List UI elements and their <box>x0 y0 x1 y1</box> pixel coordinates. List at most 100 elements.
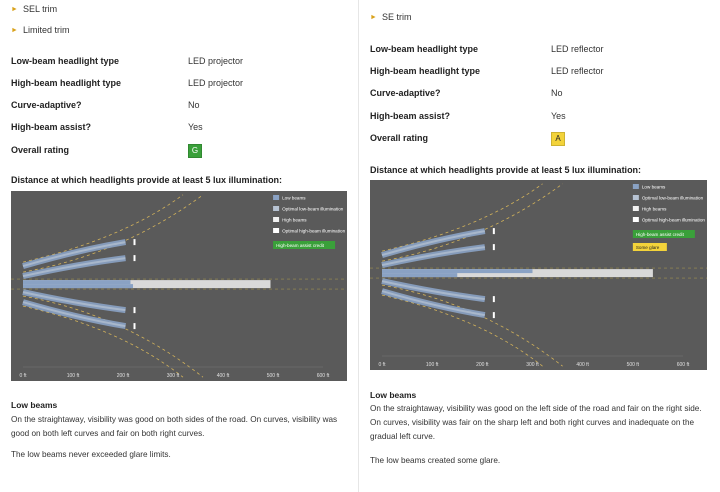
spec-value: No <box>551 88 563 98</box>
legend-swatch <box>632 195 639 200</box>
spec-label: High-beam headlight type <box>370 66 481 76</box>
curve-optimal-band <box>381 290 486 317</box>
x-tick-label: 300 ft <box>526 362 539 368</box>
description-paragraph: On the straightaway, visibility was good… <box>11 415 338 438</box>
curve-optimal-band <box>381 280 485 301</box>
trim-label: SE trim <box>381 12 412 22</box>
headlight-distance-chart: 0 ft 100 ft 200 ft 300 ft 400 ft 500 ft 600 ft… <box>370 180 707 370</box>
rating-badge: G <box>188 144 202 158</box>
spec-value: LED reflector <box>551 66 604 76</box>
trim-link-sel[interactable]: ► SEL trim <box>11 4 57 14</box>
x-tick-label: 100 ft <box>426 362 439 368</box>
x-tick-label: 500 ft <box>267 373 280 379</box>
badge-box <box>632 243 667 251</box>
curve-optimal-band <box>22 301 126 328</box>
distance-title: Distance at which headlights provide at … <box>370 165 642 175</box>
spec-label: Low-beam headlight type <box>11 56 120 66</box>
legend-label: Optimal high-beam illumination <box>642 218 706 223</box>
badge-label: High-beam assist credit <box>636 232 685 237</box>
curve-optimal-band <box>381 230 486 257</box>
headlight-distance-chart: 0 ft 100 ft 200 ft 300 ft 400 ft 500 ft 600 ft… <box>11 191 347 381</box>
spec-value: LED reflector <box>551 44 604 54</box>
rating-label: Overall rating <box>11 145 70 155</box>
x-tick-label: 600 ft <box>317 373 330 379</box>
badge-box <box>273 241 336 249</box>
spec-label: High-beam assist? <box>370 111 451 121</box>
chevron-right-icon: ► <box>370 13 377 21</box>
distance-title: Distance at which headlights provide at … <box>11 175 283 185</box>
spec-value: No <box>188 100 200 110</box>
left-vehicle-panel: ► SEL trim ► Limited trim Low-beam headl… <box>0 0 355 492</box>
trim-link-limited[interactable]: ► Limited trim <box>11 25 69 35</box>
legend-label: Optimal high-beam illumination <box>282 229 346 234</box>
curve-road-line <box>381 294 543 367</box>
legend-swatch <box>632 217 639 222</box>
x-tick-label: 600 ft <box>677 362 690 368</box>
legend-label: Low beams <box>642 185 666 190</box>
section-title: Low beams <box>11 400 58 410</box>
badge-label: Some glare <box>636 245 660 250</box>
curve-end-marker <box>133 239 136 246</box>
spec-value: Yes <box>551 111 566 121</box>
x-tick-label: 100 ft <box>67 373 80 379</box>
curve-optimal-band <box>22 291 126 312</box>
curve-road-line <box>381 284 563 367</box>
curve-road-line <box>22 194 204 273</box>
rating-label: Overall rating <box>370 133 429 143</box>
low-beam-straight-right-bar <box>23 284 133 289</box>
chart-svg: 0 ft 100 ft 200 ft 300 ft 400 ft 500 ft 600 ft… <box>370 183 707 368</box>
description-paragraph: On the straightaway, visibility was good… <box>370 404 702 441</box>
legend-swatch <box>273 217 280 222</box>
legend-swatch <box>273 228 280 233</box>
curve-road-line <box>381 183 563 262</box>
low-beam-straight-left-bar <box>23 280 131 285</box>
curve-road-line <box>381 183 543 252</box>
curve-end-marker <box>133 323 136 330</box>
x-tick-label: 300 ft <box>167 373 180 379</box>
trim-label: SEL trim <box>22 4 58 14</box>
legend-swatch <box>273 195 280 200</box>
curve-end-marker <box>133 255 136 262</box>
curve-end-marker <box>492 228 495 235</box>
curve-optimal-band <box>22 241 126 268</box>
spec-value: Yes <box>188 122 203 132</box>
legend-swatch <box>632 184 639 189</box>
high-beam-straight-bar <box>382 269 653 278</box>
low-beam-straight-right-bar <box>382 273 458 278</box>
badge-label: High-beam assist credit <box>276 243 325 248</box>
legend-label: High beams <box>282 218 307 223</box>
curve-road-line <box>22 295 204 378</box>
spec-label: Curve-adaptive? <box>370 88 441 98</box>
section-title: Low beams <box>370 390 417 400</box>
curve-end-marker <box>492 244 495 251</box>
chevron-right-icon: ► <box>11 26 18 34</box>
glare-paragraph: The low beams created some glare. <box>370 456 501 465</box>
spec-value: LED projector <box>188 56 244 66</box>
x-tick-label: 0 ft <box>379 362 387 368</box>
curve-end-marker <box>492 296 495 303</box>
legend-label: Optimal low-beam illumination <box>642 196 704 201</box>
spec-label: Curve-adaptive? <box>11 100 82 110</box>
legend-label: High beams <box>642 207 667 212</box>
high-beam-straight-bar <box>23 280 271 289</box>
curve-road-line <box>22 194 184 263</box>
chart-svg: 0 ft 100 ft 200 ft 300 ft 400 ft 500 ft 600 ft… <box>11 194 347 379</box>
curve-road-line <box>22 305 184 378</box>
spec-value: LED projector <box>188 78 244 88</box>
chevron-right-icon: ► <box>11 5 18 13</box>
legend-label: Low beams <box>282 196 306 201</box>
spec-label: High-beam headlight type <box>11 78 122 88</box>
right-vehicle-panel: ► SE trim Low-beam headlight type LED re… <box>358 0 720 492</box>
x-tick-label: 200 ft <box>476 362 489 368</box>
glare-paragraph: The low beams never exceeded glare limit… <box>11 450 171 459</box>
curve-end-marker <box>133 307 136 314</box>
legend-swatch <box>273 206 280 211</box>
spec-label: Low-beam headlight type <box>370 44 479 54</box>
curve-end-marker <box>492 312 495 319</box>
trim-link-se[interactable]: ► SE trim <box>370 12 411 22</box>
x-tick-label: 400 ft <box>576 362 589 368</box>
x-tick-label: 0 ft <box>20 373 28 379</box>
rating-badge: A <box>551 132 565 146</box>
x-tick-label: 400 ft <box>217 373 230 379</box>
low-beam-straight-left-bar <box>382 269 533 274</box>
